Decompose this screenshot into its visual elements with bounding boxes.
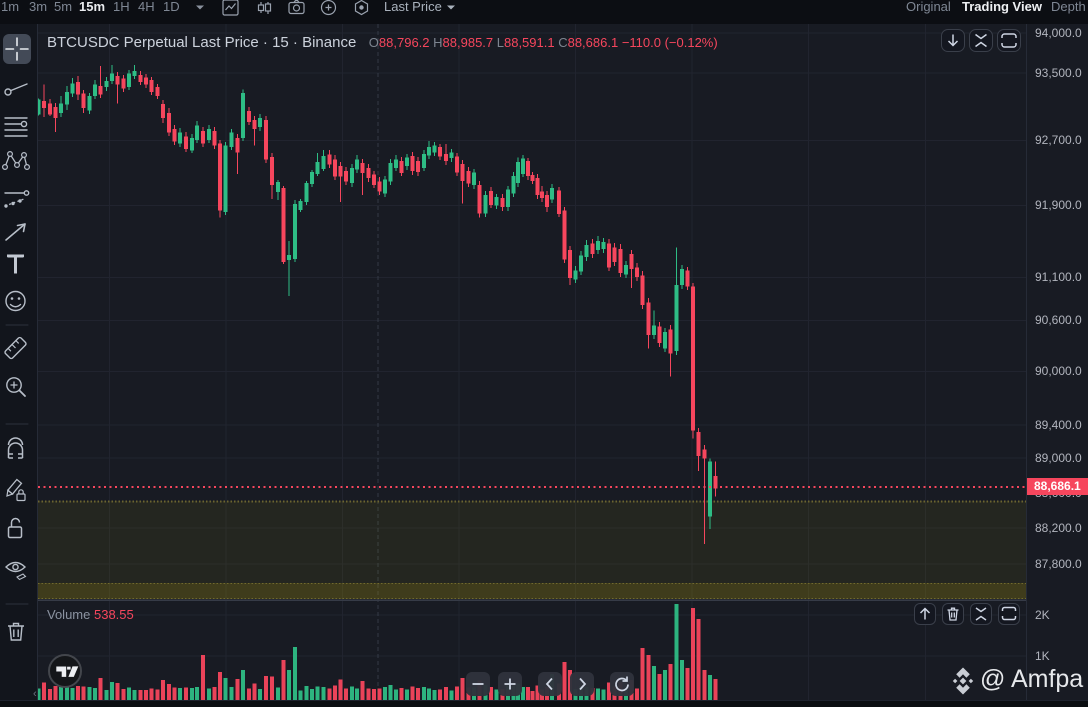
svg-text:‹: ‹ (33, 688, 37, 700)
